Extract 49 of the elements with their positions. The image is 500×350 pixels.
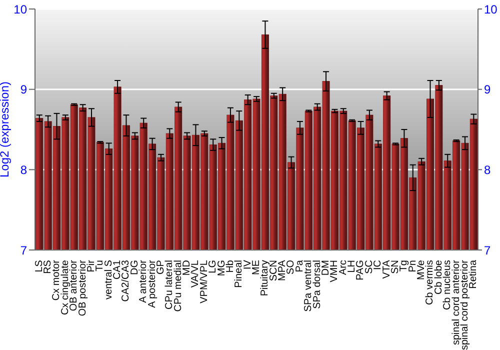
x-tick-label: VMH [329, 260, 340, 282]
x-tick-label: Tu [94, 260, 106, 272]
x-tick-label: Pineal [234, 260, 245, 288]
x-tick-label: Pituitary [260, 260, 271, 296]
x-tick-label: PAG [355, 260, 366, 280]
y-axis-title: Log2 (expression) [0, 81, 12, 178]
x-tick-label: Pn [407, 260, 418, 272]
x-tick-label: DM [320, 260, 332, 276]
x-tick-label: OB posterior [77, 259, 88, 316]
x-tick-label: CPu medial [172, 260, 184, 312]
x-tick-label: A anterior [138, 259, 150, 303]
x-tick-label: IV [242, 260, 254, 270]
x-tick-label: Cb lobe [433, 260, 444, 294]
x-tick-label: CA2/CA3 [120, 260, 132, 302]
x-tick-label: Retina [468, 260, 480, 289]
x-tick-label: LS [34, 260, 45, 272]
y-tick-label: 8 [20, 162, 28, 177]
x-tick-label: RS [42, 260, 54, 274]
x-tick-label: OB anterior [68, 259, 80, 312]
x-tick-label: SCN [268, 260, 280, 282]
x-tick-label: A posterior [146, 259, 158, 308]
x-tick-label: Tg [398, 260, 410, 272]
x-tick-label: Pir [86, 259, 97, 272]
x-tick-label: SN [390, 260, 401, 274]
x-tick-label: ME [251, 260, 262, 275]
x-tick-label: Pa [294, 260, 306, 272]
y-tick-label: 9 [20, 82, 28, 97]
y2-tick-label: 8 [484, 162, 491, 177]
x-tick-label: DG [129, 260, 140, 275]
x-tick-label: VTA [381, 260, 392, 279]
x-tick-label: IC [372, 260, 384, 270]
x-tick-label: spinal cord posterior [459, 259, 470, 350]
x-tick-label: SC [364, 260, 375, 274]
x-tick-label: Cx cingulate [60, 260, 71, 316]
x-tick-label: ventral S [103, 260, 114, 300]
y-tick-label: 7 [20, 243, 28, 258]
x-tick-label: Arc [338, 260, 349, 275]
x-tick-label: Hb [224, 260, 236, 273]
x-tick-label: VPM/VPL [198, 260, 210, 304]
x-tick-label: spinal cord anterior [450, 259, 462, 346]
x-tick-label: LG [208, 260, 219, 274]
y2-tick-label: 9 [484, 82, 491, 97]
x-tick-label: SO [286, 260, 297, 274]
x-tick-label: SPa dorsal [312, 260, 323, 309]
y2-tick-label: 7 [484, 243, 491, 258]
y2-tick-label: 10 [484, 2, 498, 16]
y-tick-label: 10 [14, 2, 28, 16]
x-tick-label: Cb nucleus [442, 260, 454, 310]
x-tick-label: GP [155, 260, 166, 274]
